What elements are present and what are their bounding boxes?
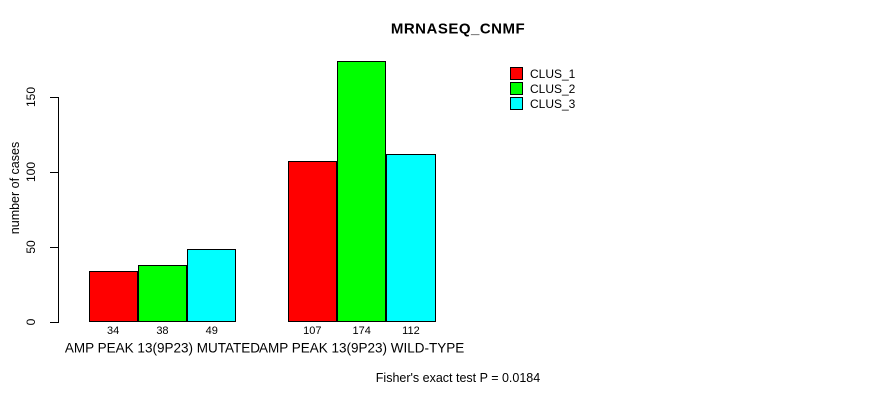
bar-clus-3-group1 <box>187 248 237 323</box>
y-axis-tick-label: 0 <box>24 318 38 326</box>
legend-item: CLUS_3 <box>510 96 575 111</box>
y-axis-title: number of cases <box>8 141 22 235</box>
legend-item: CLUS_2 <box>510 81 575 96</box>
bar-clus-1-group1 <box>88 271 138 323</box>
legend-label: CLUS_1 <box>530 66 576 81</box>
legend-swatch <box>510 82 523 95</box>
category-label: AMP PEAK 13(9P23) MUTATED <box>64 340 260 355</box>
bar-value-label: 38 <box>156 324 169 337</box>
bar-value-label: 107 <box>303 324 322 337</box>
y-axis-line <box>58 96 59 324</box>
y-axis-tick-label: 150 <box>24 86 38 107</box>
legend-swatch <box>510 97 523 110</box>
legend-label: CLUS_2 <box>530 81 576 96</box>
bar-clus-2-group2 <box>337 60 387 323</box>
legend: CLUS_1 CLUS_2 CLUS_3 <box>510 66 575 111</box>
y-axis-tick-label: 100 <box>24 161 38 182</box>
chart-title: MRNASEQ_CNMF <box>390 20 526 38</box>
legend-swatch <box>510 67 523 80</box>
bar-clus-3-group2 <box>386 153 436 323</box>
y-axis-tick <box>50 171 58 173</box>
bar-value-label: 49 <box>205 324 218 337</box>
y-axis-tick <box>50 247 58 249</box>
legend-item: CLUS_1 <box>510 66 575 81</box>
y-axis-tick-label: 50 <box>24 240 38 254</box>
bar-value-label: 34 <box>107 324 120 337</box>
bar-clus-1-group2 <box>287 161 337 323</box>
y-axis-tick <box>50 96 58 98</box>
category-label: AMP PEAK 13(9P23) WILD-TYPE <box>258 340 465 355</box>
y-axis-tick <box>50 322 58 324</box>
bar-value-label: 112 <box>402 324 420 337</box>
bar-clus-2-group1 <box>137 265 188 323</box>
annotation-text: Fisher's exact test P = 0.0184 <box>375 371 541 385</box>
bar-value-label: 174 <box>352 324 371 337</box>
legend-label: CLUS_3 <box>530 96 576 111</box>
